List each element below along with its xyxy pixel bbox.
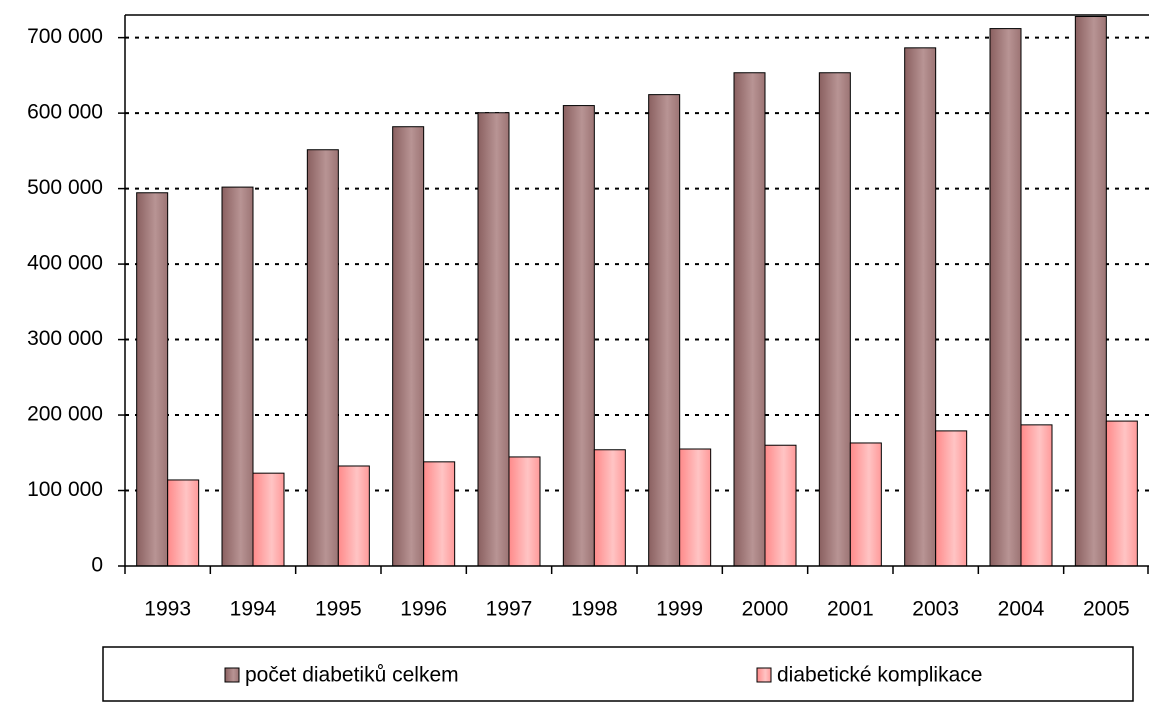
x-tick-label: 1996 (400, 598, 447, 621)
bar (818, 72, 851, 567)
bar (306, 149, 339, 567)
legend-box (102, 646, 1134, 702)
bar (733, 72, 766, 567)
legend-swatch (756, 667, 772, 683)
x-tick-label: 1998 (571, 598, 618, 621)
bar (648, 94, 681, 567)
bar (167, 479, 200, 567)
bar (593, 449, 626, 567)
bar (508, 456, 541, 567)
y-tick-label: 100 000 (27, 478, 103, 501)
bar (849, 442, 882, 567)
y-tick-label: 300 000 (27, 327, 103, 350)
bar (989, 28, 1022, 567)
legend-label: počet diabetiků celkem (245, 664, 459, 687)
y-tick-label: 600 000 (27, 101, 103, 124)
bar (679, 448, 712, 567)
bar (252, 472, 285, 567)
bar (423, 461, 456, 567)
bar (562, 105, 595, 567)
y-tick-label: 500 000 (27, 176, 103, 199)
bar (392, 126, 425, 567)
bar (1074, 16, 1107, 567)
x-tick-label: 1993 (144, 598, 191, 621)
x-tick-label: 1999 (656, 598, 703, 621)
x-tick-label: 2000 (742, 598, 789, 621)
bar (477, 112, 510, 567)
x-tick-label: 2004 (998, 598, 1045, 621)
bar (136, 192, 169, 567)
legend-label: diabetické komplikace (777, 664, 982, 687)
bar (337, 465, 370, 567)
bar (1020, 424, 1053, 567)
x-tick-label: 2005 (1083, 598, 1130, 621)
x-tick-label: 2003 (912, 598, 959, 621)
x-tick-label: 1994 (230, 598, 277, 621)
bar (221, 186, 254, 567)
y-tick-label: 700 000 (27, 25, 103, 48)
x-tick-label: 1997 (486, 598, 533, 621)
x-tick-label: 2001 (827, 598, 874, 621)
y-tick-label: 400 000 (27, 252, 103, 275)
bar (904, 47, 937, 567)
bar (935, 430, 968, 567)
bar (764, 444, 797, 567)
x-tick-label: 1995 (315, 598, 362, 621)
bar (1105, 420, 1138, 567)
y-tick-label: 0 (91, 554, 103, 577)
y-tick-label: 200 000 (27, 403, 103, 426)
legend-swatch (224, 667, 240, 683)
